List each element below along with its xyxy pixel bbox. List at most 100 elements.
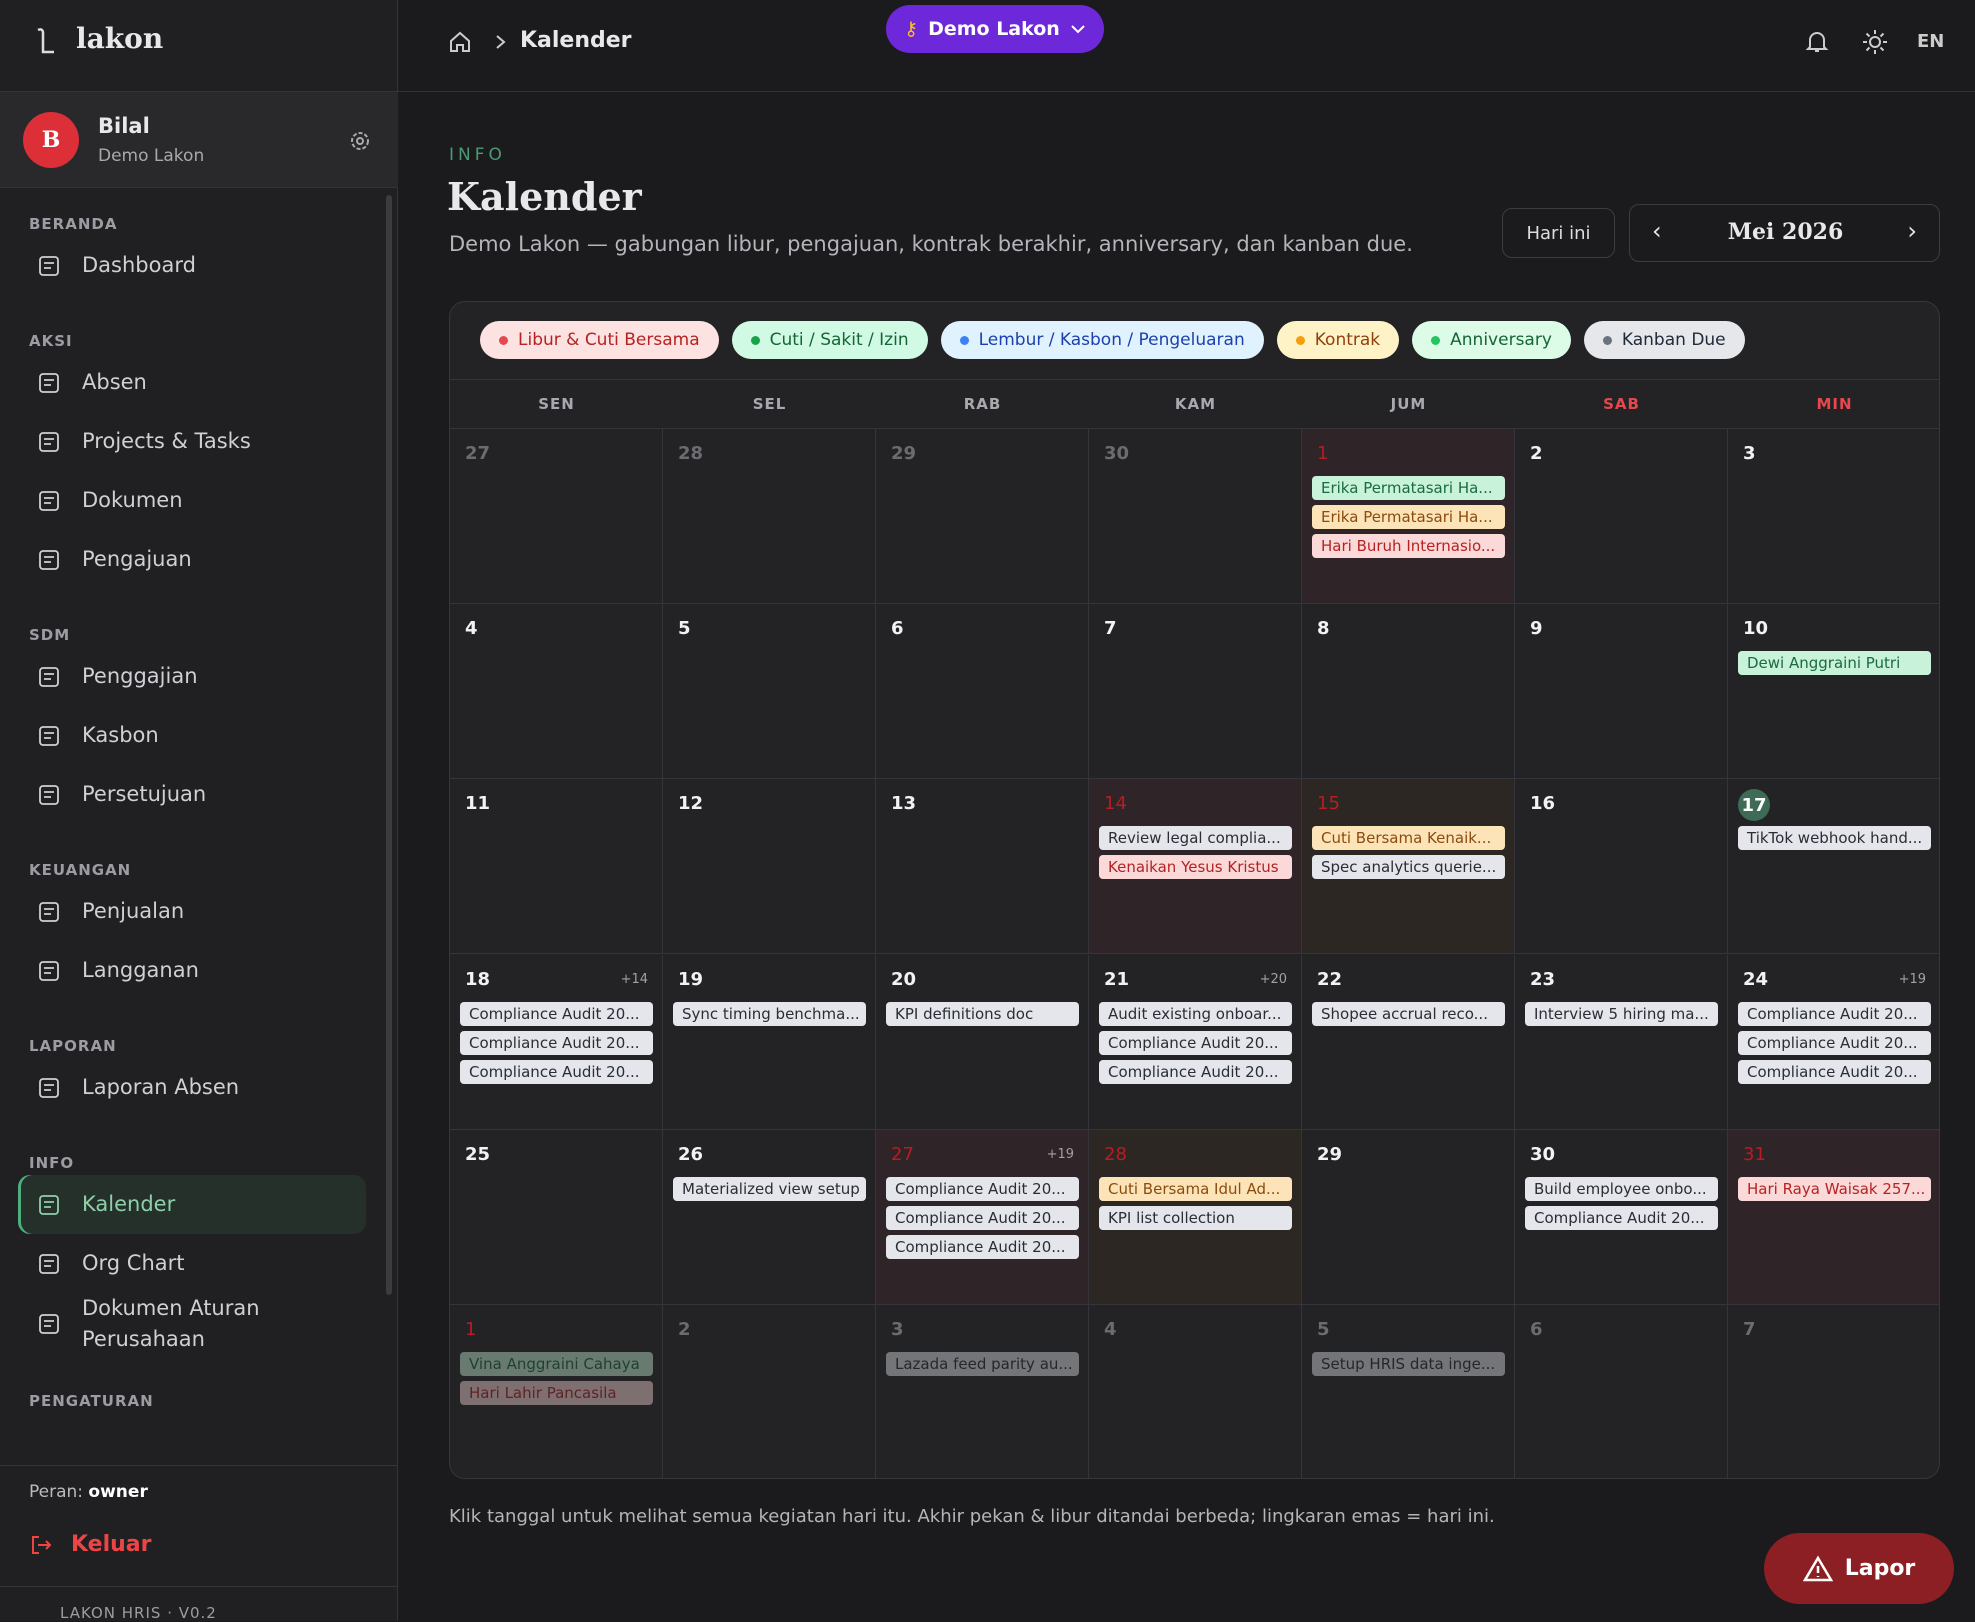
day-cell[interactable]: 25 [450,1129,663,1305]
event-chip[interactable]: Interview 5 hiring ma... [1525,1001,1718,1026]
event-chip[interactable]: Compliance Audit 20... [460,1001,653,1026]
day-cell[interactable]: 30 Build employee onbo... Compliance Audit… [1515,1129,1728,1305]
nav-item[interactable]: Persetujuan [18,765,366,824]
nav-item[interactable]: Pengajuan [18,530,366,589]
nav-item[interactable]: Dokumen [18,471,366,530]
event-chip[interactable]: Compliance Audit 20... [460,1059,653,1084]
day-cell[interactable]: 13 [876,779,1089,955]
event-chip[interactable]: KPI list collection [1099,1205,1292,1230]
day-cell[interactable]: 6 [1515,1304,1728,1478]
home-icon[interactable] [448,30,472,54]
scrollbar[interactable] [386,195,392,1295]
prev-month[interactable]: ‹ [1652,217,1662,245]
day-cell[interactable]: 31 Hari Raya Waisak 257... [1728,1129,1939,1305]
day-cell[interactable]: 30 [1089,429,1302,605]
day-cell[interactable]: 5 [663,604,876,780]
event-chip[interactable]: Compliance Audit 20... [460,1030,653,1055]
language[interactable]: EN [1917,31,1945,52]
day-cell[interactable]: 3 Lazada feed parity au... [876,1304,1089,1478]
day-cell[interactable]: 1 Erika Permatasari Ha... Erika Permatasar… [1302,429,1515,605]
day-cell[interactable]: 29 [876,429,1089,605]
logout[interactable]: Keluar [29,1532,151,1557]
event-chip[interactable]: Cuti Bersama Idul Ad... [1099,1176,1292,1201]
day-cell[interactable]: 23 Interview 5 hiring ma... [1515,954,1728,1130]
nav-item[interactable]: Penggajian [18,647,366,706]
event-chip[interactable]: Shopee accrual reco... [1312,1001,1505,1026]
day-cell[interactable]: 12 [663,779,876,955]
day-cell[interactable]: 7 [1728,1305,1939,1478]
event-chip[interactable]: KPI definitions doc [886,1001,1079,1026]
event-chip[interactable]: Setup HRIS data inge... [1312,1351,1505,1376]
report-button[interactable]: Lapor [1764,1533,1954,1604]
day-cell[interactable]: 21 +20 Audit existing onboar... Compliance … [1089,954,1302,1130]
nav-item[interactable]: Dashboard [18,236,366,295]
event-chip[interactable]: Erika Permatasari Ha... [1312,505,1505,529]
day-cell[interactable]: 27 [450,429,663,605]
event-chip[interactable]: Compliance Audit 20... [886,1205,1079,1230]
event-chip[interactable]: Erika Permatasari Ha... [1312,476,1505,500]
day-cell[interactable]: 29 [1302,1129,1515,1305]
event-chip[interactable]: Compliance Audit 20... [1738,1030,1931,1055]
today-button[interactable]: Hari ini [1502,208,1615,258]
day-cell[interactable]: 6 [876,604,1089,780]
event-chip[interactable]: Compliance Audit 20... [1525,1205,1718,1230]
nav-item[interactable]: Kasbon [18,706,366,765]
day-cell[interactable]: 4 [1089,1304,1302,1478]
day-cell[interactable]: 2 [663,1304,876,1478]
user-card[interactable]: B Bilal Demo Lakon [0,92,398,188]
event-chip[interactable]: TikTok webhook hand... [1738,826,1931,851]
event-chip[interactable]: Spec analytics querie... [1312,855,1505,880]
day-cell[interactable]: 4 [450,604,663,780]
more-count[interactable]: +20 [1259,971,1287,987]
event-chip[interactable]: Review legal complia... [1099,826,1292,851]
bell-icon[interactable] [1805,29,1829,55]
settings-icon[interactable] [348,129,372,153]
day-cell[interactable]: 3 [1728,429,1939,605]
day-cell[interactable]: 1 Vina Anggraini Cahaya Hari Lahir Pancasi… [450,1304,663,1478]
day-cell[interactable]: 27 +19 Compliance Audit 20... Compliance Au… [876,1129,1089,1305]
day-cell[interactable]: 9 [1515,604,1728,780]
day-cell[interactable]: 8 [1302,604,1515,780]
day-cell[interactable]: 2 [1515,429,1728,605]
day-cell[interactable]: 26 Materialized view setup [663,1129,876,1305]
event-chip[interactable]: Compliance Audit 20... [1099,1059,1292,1084]
nav-item[interactable]: Penjualan [18,882,366,941]
event-chip[interactable]: Dewi Anggraini Putri [1738,651,1931,676]
nav-item[interactable]: Dokumen Aturan Perusahaan [18,1293,366,1355]
day-cell[interactable]: 24 +19 Compliance Audit 20... Compliance Au… [1728,955,1939,1130]
nav-item[interactable]: Projects & Tasks [18,412,366,471]
event-chip[interactable]: Audit existing onboar... [1099,1001,1292,1026]
nav-item[interactable]: Absen [18,353,366,412]
event-chip[interactable]: Hari Buruh Internasio... [1312,534,1505,558]
event-chip[interactable]: Kenaikan Yesus Kristus [1099,855,1292,880]
day-cell[interactable]: 7 [1089,604,1302,780]
day-cell[interactable]: 16 [1515,779,1728,955]
next-month[interactable]: › [1907,217,1917,245]
event-chip[interactable]: Hari Raya Waisak 257... [1738,1176,1931,1201]
day-cell[interactable]: 5 Setup HRIS data inge... [1302,1304,1515,1478]
event-chip[interactable]: Sync timing benchma... [673,1001,866,1026]
day-cell[interactable]: 14 Review legal complia... Kenaikan Yesus … [1089,779,1302,955]
day-cell[interactable]: 28 [663,429,876,605]
event-chip[interactable]: Compliance Audit 20... [1738,1001,1931,1026]
more-count[interactable]: +19 [1898,971,1926,987]
more-count[interactable]: +19 [1046,1146,1074,1162]
event-chip[interactable]: Vina Anggraini Cahaya [460,1351,653,1376]
event-chip[interactable]: Build employee onbo... [1525,1176,1718,1201]
event-chip[interactable]: Lazada feed parity au... [886,1351,1079,1376]
day-cell[interactable]: 11 [450,779,663,955]
day-cell[interactable]: 15 Cuti Bersama Kenaik... Spec analytics q… [1302,779,1515,955]
logo[interactable]: lakon [0,0,398,92]
theme-icon[interactable] [1862,29,1888,55]
event-chip[interactable]: Hari Lahir Pancasila [460,1380,653,1405]
workspace-switcher[interactable]: ⚷ Demo Lakon [886,5,1104,53]
event-chip[interactable]: Materialized view setup [673,1176,866,1201]
nav-item[interactable]: Laporan Absen [18,1058,366,1117]
more-count[interactable]: +14 [620,971,648,987]
day-cell[interactable]: 18 +14 Compliance Audit 20... Compliance Au… [450,954,663,1130]
event-chip[interactable]: Compliance Audit 20... [886,1234,1079,1259]
nav-item[interactable]: Org Chart [18,1234,366,1293]
day-cell[interactable]: 10 Dewi Anggraini Putri [1728,604,1939,780]
day-cell[interactable]: 20 KPI definitions doc [876,954,1089,1130]
day-cell[interactable]: 22 Shopee accrual reco... [1302,954,1515,1130]
